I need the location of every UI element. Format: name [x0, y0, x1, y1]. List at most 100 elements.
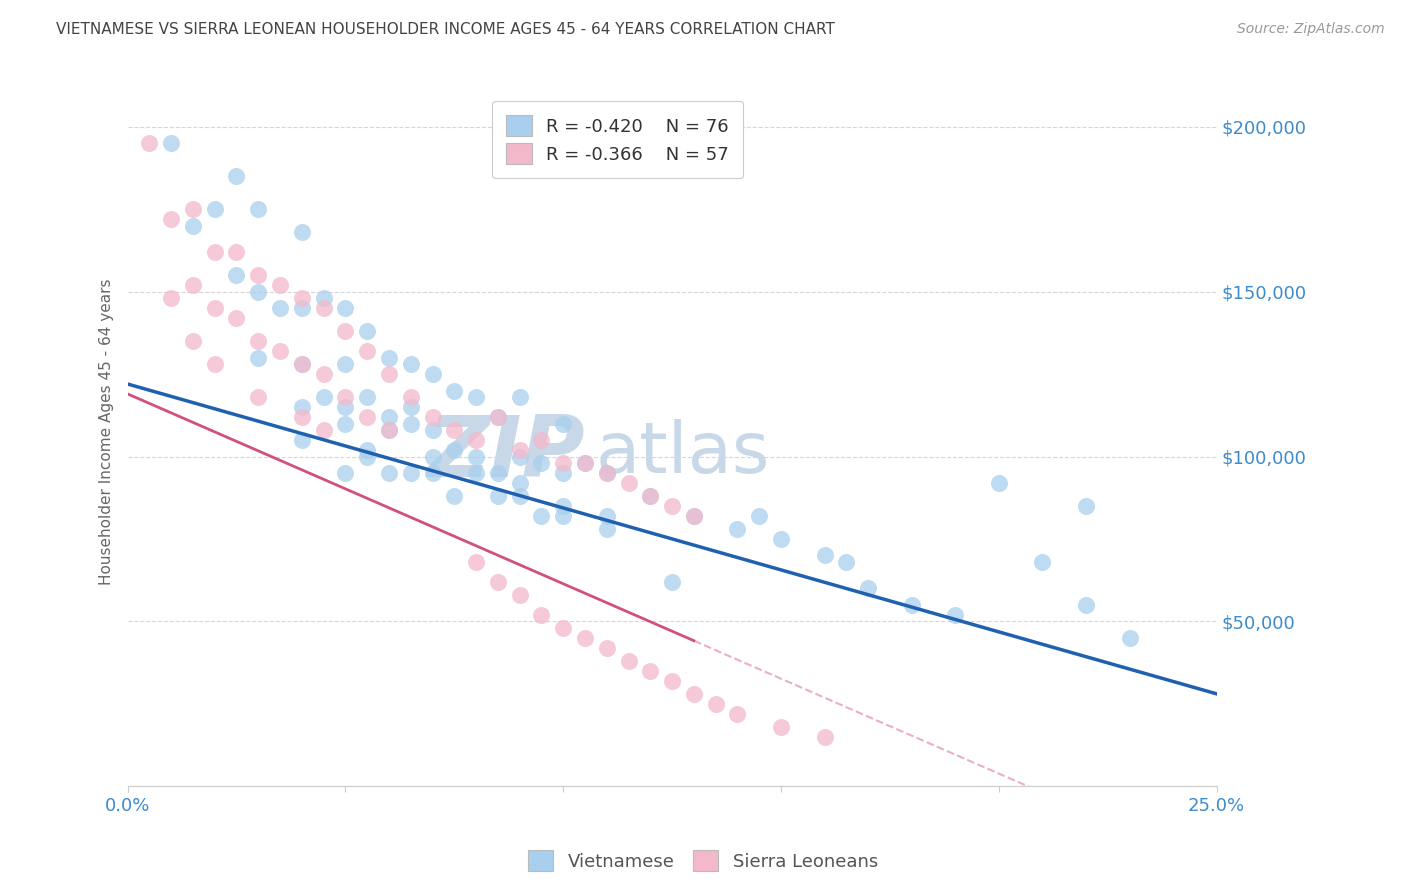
Point [160, 291, 183, 305]
Point [443, 423, 465, 437]
Point [291, 409, 314, 424]
Point [356, 450, 378, 464]
Point [335, 400, 357, 414]
Point [181, 334, 204, 348]
Point [856, 582, 879, 596]
Point [465, 450, 488, 464]
Point [486, 466, 509, 480]
Point [399, 357, 422, 371]
Point [486, 574, 509, 589]
Point [486, 409, 509, 424]
Point [509, 442, 531, 457]
Point [291, 301, 314, 315]
Text: ZIP: ZIP [427, 411, 585, 494]
Point [312, 423, 335, 437]
Point [748, 508, 770, 523]
Point [291, 357, 314, 371]
Point [617, 654, 640, 668]
Point [422, 409, 444, 424]
Point [813, 730, 835, 744]
Point [225, 268, 247, 283]
Point [553, 417, 575, 431]
Point [596, 640, 619, 655]
Point [596, 466, 619, 480]
Point [378, 423, 401, 437]
Point [422, 423, 444, 437]
Point [465, 433, 488, 447]
Point [160, 136, 183, 151]
Point [204, 202, 226, 217]
Point [247, 334, 270, 348]
Point [422, 450, 444, 464]
Point [356, 344, 378, 359]
Point [422, 367, 444, 381]
Point [704, 697, 727, 711]
Point [291, 225, 314, 239]
Point [160, 212, 183, 227]
Point [399, 400, 422, 414]
Point [835, 555, 858, 569]
Point [225, 169, 247, 184]
Point [291, 357, 314, 371]
Point [1074, 598, 1097, 612]
Point [596, 508, 619, 523]
Point [335, 417, 357, 431]
Point [247, 268, 270, 283]
Point [443, 384, 465, 398]
Point [769, 532, 792, 546]
Point [640, 489, 662, 503]
Point [596, 466, 619, 480]
Point [291, 400, 314, 414]
Point [335, 324, 357, 338]
Point [356, 390, 378, 404]
Text: VIETNAMESE VS SIERRA LEONEAN HOUSEHOLDER INCOME AGES 45 - 64 YEARS CORRELATION C: VIETNAMESE VS SIERRA LEONEAN HOUSEHOLDER… [56, 22, 835, 37]
Point [247, 202, 270, 217]
Point [596, 522, 619, 536]
Point [312, 291, 335, 305]
Point [530, 433, 553, 447]
Point [574, 456, 596, 470]
Legend: Vietnamese, Sierra Leoneans: Vietnamese, Sierra Leoneans [522, 843, 884, 879]
Point [813, 549, 835, 563]
Point [247, 390, 270, 404]
Y-axis label: Householder Income Ages 45 - 64 years: Householder Income Ages 45 - 64 years [100, 278, 114, 585]
Point [335, 357, 357, 371]
Point [291, 433, 314, 447]
Point [378, 409, 401, 424]
Point [553, 621, 575, 635]
Text: Source: ZipAtlas.com: Source: ZipAtlas.com [1237, 22, 1385, 37]
Point [422, 466, 444, 480]
Point [269, 301, 291, 315]
Point [509, 588, 531, 602]
Point [1031, 555, 1053, 569]
Point [486, 409, 509, 424]
Point [269, 344, 291, 359]
Point [204, 357, 226, 371]
Point [553, 456, 575, 470]
Point [900, 598, 922, 612]
Point [574, 631, 596, 645]
Point [443, 489, 465, 503]
Text: atlas: atlas [596, 418, 770, 488]
Point [683, 508, 706, 523]
Legend: R = -0.420    N = 76, R = -0.366    N = 57: R = -0.420 N = 76, R = -0.366 N = 57 [492, 101, 744, 178]
Point [465, 555, 488, 569]
Point [553, 508, 575, 523]
Point [617, 475, 640, 490]
Point [683, 687, 706, 701]
Point [335, 466, 357, 480]
Point [181, 202, 204, 217]
Point [683, 508, 706, 523]
Point [486, 489, 509, 503]
Point [574, 456, 596, 470]
Point [312, 390, 335, 404]
Point [509, 390, 531, 404]
Point [553, 466, 575, 480]
Point [727, 706, 749, 721]
Point [399, 417, 422, 431]
Point [378, 423, 401, 437]
Point [335, 301, 357, 315]
Point [312, 367, 335, 381]
Point [138, 136, 160, 151]
Point [247, 285, 270, 299]
